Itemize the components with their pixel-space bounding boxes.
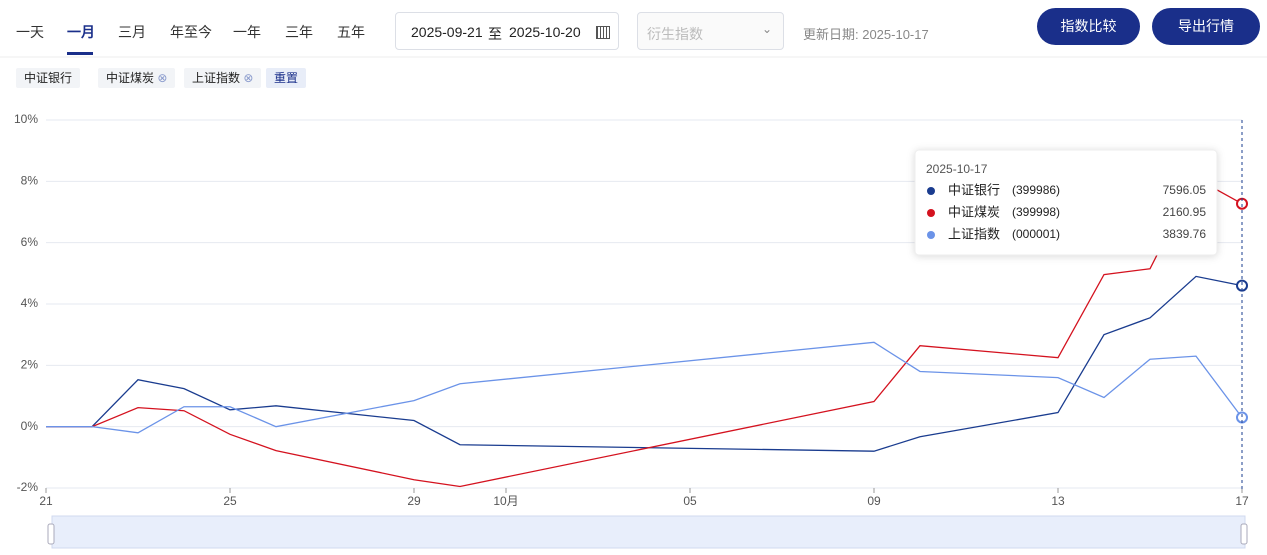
tab-underline	[67, 52, 93, 55]
tab[interactable]: 年至今	[170, 24, 212, 40]
tooltip-dot	[927, 187, 935, 195]
select-placeholder: 衍生指数	[647, 26, 703, 42]
series-line	[46, 275, 1243, 452]
x-tick-label: 29	[407, 494, 421, 508]
tooltip-code: (399998)	[1012, 205, 1060, 219]
tab[interactable]: 五年	[337, 24, 365, 40]
tooltip-dot	[927, 231, 935, 239]
select-arrow: ⌄	[762, 22, 773, 36]
x-tick-label: 25	[223, 494, 237, 508]
y-tick-label: 8%	[21, 174, 39, 188]
x-tick-label: 13	[1051, 494, 1065, 508]
x-tick-label: 05	[683, 494, 697, 508]
x-tick-label: 09	[867, 494, 881, 508]
tooltip-date: 2025-10-17	[926, 162, 988, 176]
y-tick-label: 2%	[21, 358, 39, 372]
series-line	[46, 177, 1243, 488]
tab[interactable]: 三月	[118, 24, 146, 40]
tooltip-value: 2160.95	[1163, 205, 1207, 219]
y-tick-label: 6%	[21, 235, 39, 249]
date-sep: 至	[488, 26, 502, 42]
x-tick-label: 10月	[493, 494, 518, 508]
zoom-handle[interactable]	[47, 523, 55, 545]
tooltip-value: 3839.76	[1163, 227, 1207, 241]
tag-close[interactable]: ⊗	[240, 71, 254, 85]
update-date: 更新日期: 2025-10-17	[803, 27, 929, 42]
tab[interactable]: 一月	[67, 24, 95, 40]
x-tick-label: 17	[1235, 494, 1249, 508]
date-end: 2025-10-20	[509, 24, 581, 40]
tab[interactable]: 三年	[285, 24, 313, 40]
y-tick-label: 10%	[14, 112, 38, 126]
data-zoom[interactable]	[51, 515, 1246, 549]
select[interactable]	[637, 12, 784, 50]
tag[interactable]: 上证指数 ⊗	[184, 68, 262, 88]
compare-button[interactable]: 指数比较	[1037, 8, 1140, 45]
tooltip-value: 7596.05	[1163, 183, 1207, 197]
tooltip-code: (000001)	[1012, 227, 1060, 241]
tooltip-code: (399986)	[1012, 183, 1060, 197]
reset-tag[interactable]: 重置	[266, 68, 307, 88]
zoom-handle[interactable]	[1240, 523, 1248, 545]
tab[interactable]: 一年	[233, 24, 261, 40]
tooltip-name: 中证银行	[948, 182, 1000, 197]
tooltip	[914, 149, 1218, 256]
x-tick-label: 21	[39, 494, 53, 508]
y-tick-label: 0%	[21, 419, 39, 433]
date-range[interactable]	[395, 12, 619, 50]
tooltip-name: 上证指数	[948, 226, 1000, 241]
tag-close[interactable]: ⊗	[154, 71, 168, 85]
y-tick-label: 4%	[21, 296, 39, 310]
tag[interactable]: 中证煤炭 ⊗	[98, 68, 176, 88]
tag[interactable]: 中证银行	[16, 68, 81, 88]
tab[interactable]: 一天	[16, 24, 44, 40]
series-line	[46, 341, 1243, 434]
export-button[interactable]: 导出行情	[1152, 8, 1260, 45]
y-tick-label: -2%	[17, 480, 39, 494]
date-start: 2025-09-21	[411, 24, 483, 40]
tooltip-dot	[927, 209, 935, 217]
calendar-icon	[596, 26, 610, 39]
tooltip-name: 中证煤炭	[948, 204, 1000, 219]
